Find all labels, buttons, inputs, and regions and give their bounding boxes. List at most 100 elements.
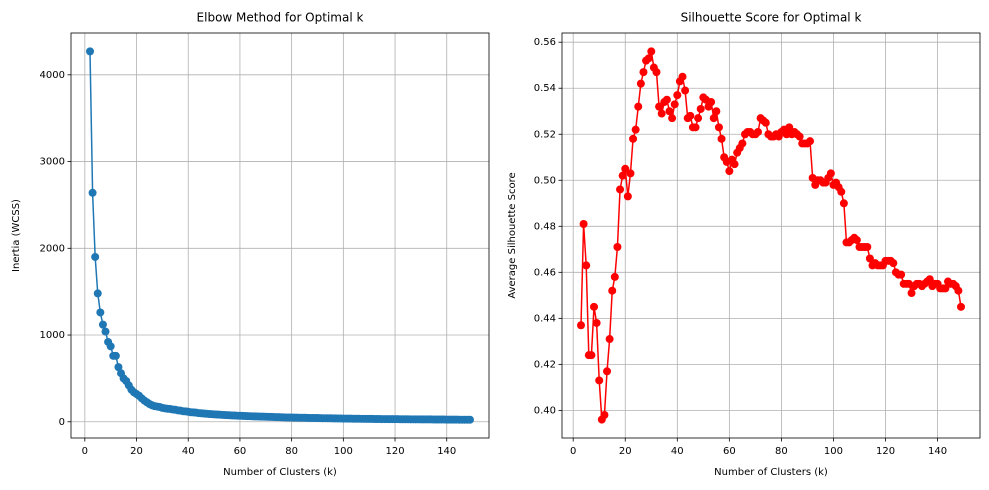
data-point bbox=[96, 308, 105, 317]
data-point bbox=[665, 107, 674, 116]
data-point bbox=[925, 275, 934, 284]
x-tick-label: 60 bbox=[234, 446, 247, 457]
x-tick-label: 0 bbox=[82, 446, 88, 457]
x-tick-label: 20 bbox=[130, 446, 143, 457]
data-point bbox=[725, 167, 734, 176]
data-point bbox=[111, 351, 120, 360]
y-tick-label: 4000 bbox=[40, 70, 65, 81]
data-point bbox=[678, 72, 687, 81]
x-tick-label: 40 bbox=[671, 446, 684, 457]
x-tick-label: 80 bbox=[285, 446, 298, 457]
data-point bbox=[670, 100, 679, 109]
data-point bbox=[93, 289, 102, 298]
data-point bbox=[657, 109, 666, 118]
x-tick-label: 20 bbox=[619, 446, 632, 457]
data-point bbox=[709, 114, 718, 123]
x-tick-label: 140 bbox=[928, 446, 947, 457]
data-point bbox=[761, 118, 770, 127]
plot-frame bbox=[561, 32, 981, 439]
data-point bbox=[587, 351, 596, 360]
data-point bbox=[592, 318, 601, 327]
data-line bbox=[89, 51, 470, 421]
data-point bbox=[88, 188, 97, 197]
data-point bbox=[673, 91, 682, 100]
data-point bbox=[631, 125, 640, 134]
x-tick-label: 40 bbox=[182, 446, 195, 457]
data-point bbox=[91, 252, 100, 261]
y-tick-label: 3000 bbox=[40, 157, 65, 168]
y-tick-label: 0.42 bbox=[534, 359, 556, 370]
y-axis-label: Inertia (WCSS) bbox=[11, 199, 22, 272]
x-tick-label: 120 bbox=[385, 446, 404, 457]
x-tick-label: 0 bbox=[570, 446, 576, 457]
data-point bbox=[616, 185, 625, 194]
data-point bbox=[608, 286, 617, 295]
plot-frame bbox=[70, 32, 490, 439]
y-tick-label: 0 bbox=[59, 417, 65, 428]
data-point bbox=[613, 243, 622, 252]
data-point bbox=[618, 171, 627, 180]
data-point bbox=[466, 415, 474, 424]
data-point bbox=[837, 187, 846, 196]
data-point bbox=[730, 160, 739, 169]
x-tick-label: 100 bbox=[334, 446, 353, 457]
data-point bbox=[889, 259, 898, 268]
chart-title: Silhouette Score for Optimal k bbox=[681, 11, 862, 25]
data-point bbox=[655, 102, 664, 111]
y-tick-label: 0.54 bbox=[534, 83, 556, 94]
data-point bbox=[114, 363, 123, 372]
data-point bbox=[610, 272, 619, 281]
data-point bbox=[954, 286, 963, 295]
data-point bbox=[712, 107, 721, 116]
data-point bbox=[652, 68, 661, 77]
data-point bbox=[626, 169, 635, 178]
chart-title: Elbow Method for Optimal k bbox=[197, 11, 364, 25]
x-axis-label: Number of Clusters (k) bbox=[223, 467, 337, 478]
data-point bbox=[839, 199, 848, 208]
data-point bbox=[623, 192, 632, 201]
data-point bbox=[590, 302, 599, 311]
data-point bbox=[647, 47, 656, 56]
data-point bbox=[600, 410, 609, 419]
data-point bbox=[98, 320, 107, 329]
data-point bbox=[785, 123, 794, 132]
data-point bbox=[753, 127, 762, 136]
data-point bbox=[941, 284, 950, 293]
data-point bbox=[86, 47, 94, 56]
data-point bbox=[662, 95, 671, 104]
data-point bbox=[582, 261, 591, 270]
data-point bbox=[595, 376, 604, 385]
x-tick-label: 100 bbox=[824, 446, 843, 457]
data-point bbox=[852, 236, 861, 245]
y-tick-label: 0.40 bbox=[534, 405, 556, 416]
data-point bbox=[629, 134, 638, 143]
data-point bbox=[707, 98, 716, 107]
data-point bbox=[639, 68, 648, 77]
data-point bbox=[634, 102, 643, 111]
data-point bbox=[101, 327, 110, 336]
data-point bbox=[603, 367, 612, 376]
y-tick-label: 0.46 bbox=[534, 267, 556, 278]
data-point bbox=[579, 219, 588, 228]
y-tick-label: 0.44 bbox=[534, 313, 556, 324]
x-tick-label: 80 bbox=[775, 446, 788, 457]
data-point bbox=[668, 114, 677, 123]
data-point bbox=[686, 111, 695, 120]
data-point bbox=[577, 321, 585, 330]
data-point bbox=[957, 302, 965, 311]
data-point bbox=[863, 243, 872, 252]
data-point bbox=[636, 79, 645, 88]
y-tick-label: 2000 bbox=[40, 243, 65, 254]
data-point bbox=[738, 139, 747, 148]
data-point bbox=[795, 132, 804, 141]
data-point bbox=[865, 254, 874, 263]
data-point bbox=[621, 164, 630, 173]
y-tick-label: 1000 bbox=[40, 330, 65, 341]
y-tick-label: 0.52 bbox=[534, 129, 556, 140]
data-point bbox=[694, 114, 703, 123]
y-tick-label: 0.48 bbox=[534, 221, 556, 232]
data-point bbox=[106, 342, 115, 351]
data-point bbox=[644, 54, 653, 63]
x-axis-label: Number of Clusters (k) bbox=[714, 467, 828, 478]
